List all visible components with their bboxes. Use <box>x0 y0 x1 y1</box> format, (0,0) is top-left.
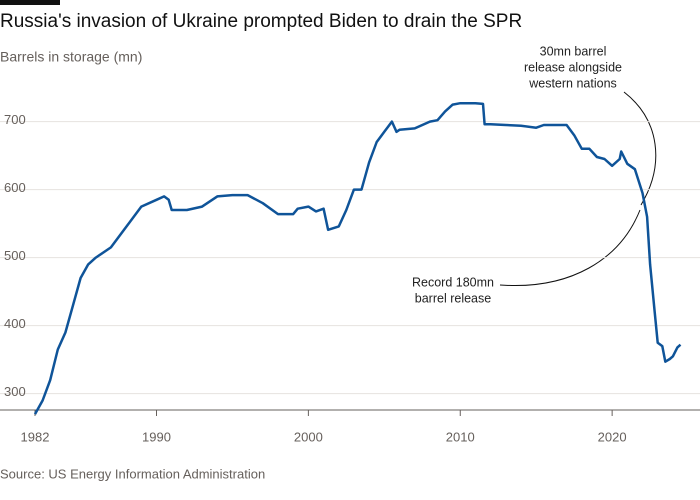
chart-title: Russia's invasion of Ukraine prompted Bi… <box>0 11 522 32</box>
brand-bar <box>0 0 60 5</box>
y-tick-label: 300 <box>4 384 26 399</box>
x-tick-label: 2010 <box>446 429 475 444</box>
annotation: Record 180mn <box>412 275 494 289</box>
chart-subtitle: Barrels in storage (mn) <box>0 49 142 65</box>
annotation: western nations <box>528 76 617 90</box>
annotation: 30mn barrel <box>540 44 607 58</box>
source: Source: US Energy Information Administra… <box>0 466 265 481</box>
annotation-leader <box>623 91 657 206</box>
x-tick-label: 1982 <box>21 429 50 444</box>
annotation: release alongside <box>524 60 622 74</box>
y-tick-label: 400 <box>4 316 26 331</box>
y-tick-label: 700 <box>4 112 26 127</box>
x-tick-label: 1990 <box>142 429 171 444</box>
x-tick-label: 2000 <box>294 429 323 444</box>
x-tick-label: 2020 <box>598 429 627 444</box>
annotation: barrel release <box>415 291 491 305</box>
y-tick-label: 600 <box>4 180 26 195</box>
y-tick-label: 500 <box>4 248 26 263</box>
annotation-leader <box>499 209 641 287</box>
series-line <box>33 101 682 415</box>
